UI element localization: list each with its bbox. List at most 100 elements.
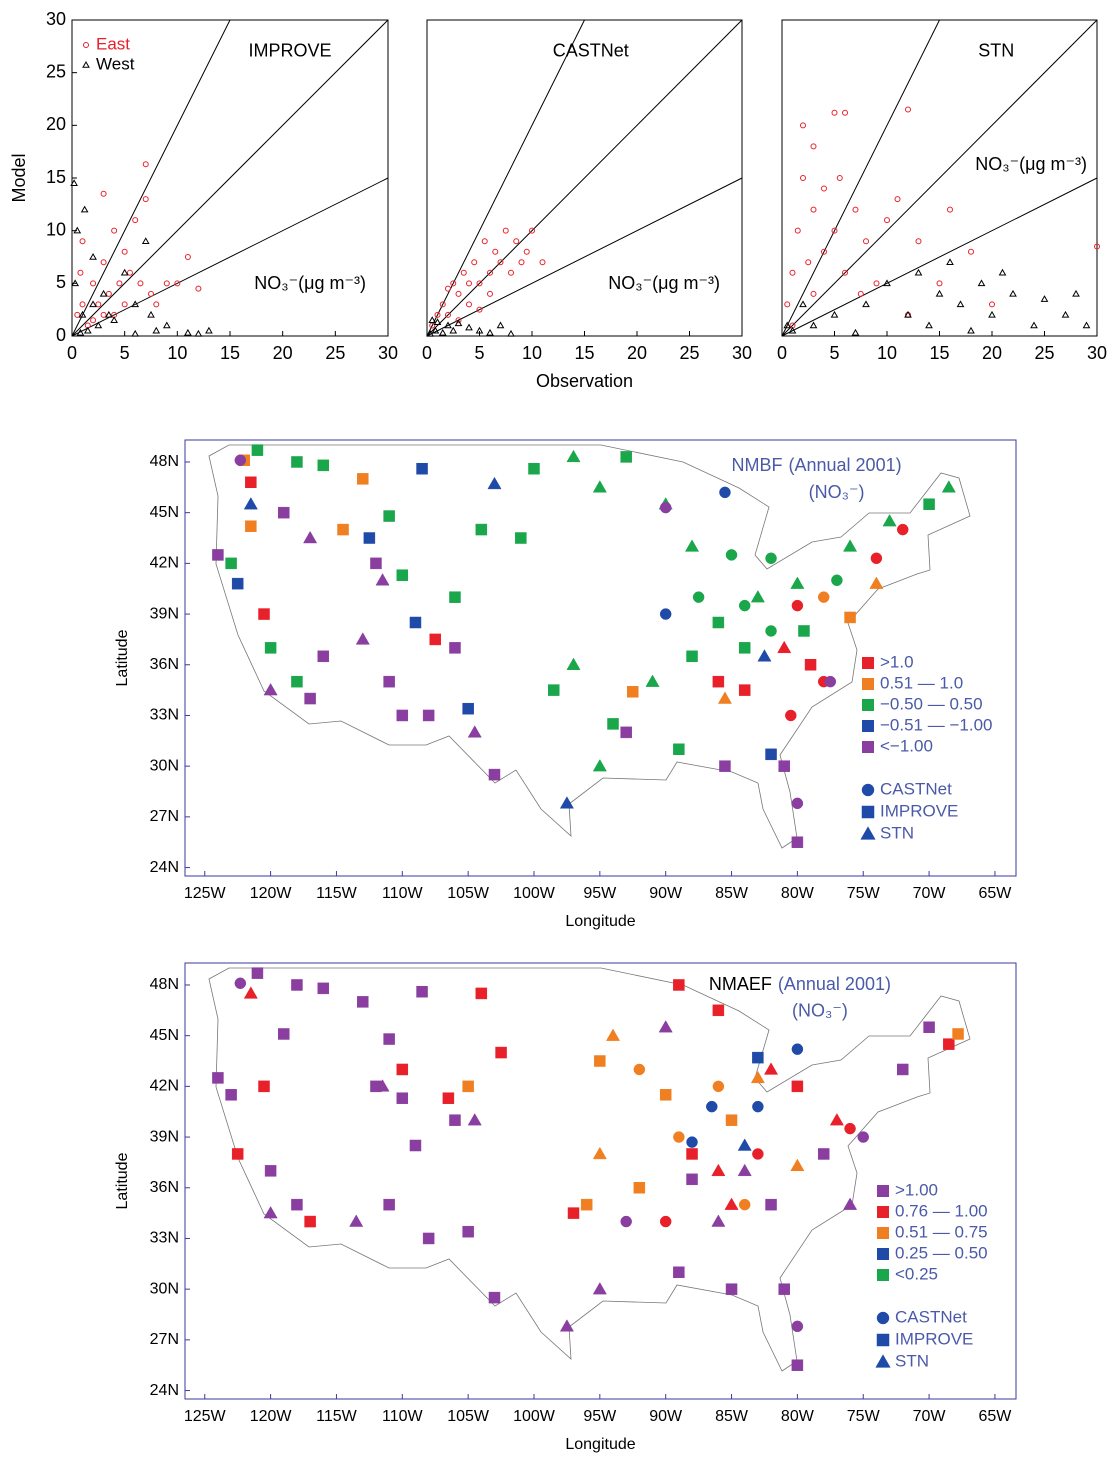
point: [120, 268, 129, 276]
site-marker: [844, 611, 856, 624]
point: [142, 196, 149, 203]
site-marker: [791, 1043, 804, 1055]
site-marker: [765, 625, 777, 637]
point: [439, 301, 446, 308]
point: [76, 328, 85, 336]
point: [988, 310, 996, 318]
x-tick-label: 30: [732, 343, 752, 363]
site-marker: [245, 520, 257, 532]
point: [810, 206, 817, 213]
site-marker: [370, 557, 382, 570]
site-marker: [251, 444, 264, 456]
y-tick-label: 42N: [150, 1078, 179, 1095]
y-tick-label: 30: [46, 9, 66, 29]
x-tick-label: 80W: [781, 1408, 815, 1425]
site-marker: [831, 574, 843, 587]
point: [466, 301, 472, 308]
site-marker: [263, 1206, 278, 1219]
map-outline: [208, 444, 971, 849]
legend-label: IMPROVE: [895, 1329, 973, 1348]
site-marker: [225, 1089, 237, 1101]
point: [914, 268, 923, 276]
point: [89, 300, 97, 308]
point: [810, 290, 817, 297]
point: [83, 326, 92, 334]
site-marker: [712, 1004, 725, 1017]
legend-swatch: [862, 678, 874, 690]
site-marker: [212, 549, 224, 561]
point: [977, 279, 986, 287]
site-marker: [396, 709, 409, 722]
x-tick-label: 100W: [513, 885, 556, 902]
x-tick-label: 0: [67, 343, 77, 363]
site-marker: [449, 642, 461, 654]
site-marker: [258, 608, 270, 620]
site-marker: [475, 987, 488, 1000]
site-marker: [943, 1038, 955, 1050]
site-marker: [462, 702, 474, 715]
legend-label: 0.51 — 1.0: [880, 673, 963, 692]
point: [1061, 310, 1070, 318]
site-marker: [528, 462, 540, 475]
point: [821, 185, 827, 192]
point: [71, 279, 80, 287]
site-marker: [291, 675, 303, 688]
site-marker: [396, 1092, 409, 1104]
point: [863, 238, 869, 245]
reference-line: [71, 19, 389, 337]
point: [450, 280, 457, 287]
site-marker: [686, 650, 698, 663]
x-tick-label: 95W: [583, 1408, 617, 1425]
legend-label: 0.76 — 1.00: [895, 1201, 988, 1220]
x-tick-label: 25: [679, 343, 699, 363]
site-marker: [724, 1197, 739, 1210]
point: [475, 326, 484, 334]
point: [121, 301, 128, 308]
x-tick-label: 65W: [978, 885, 1012, 902]
point: [830, 310, 839, 318]
site-marker: [349, 1214, 364, 1227]
y-tick-label: 45N: [150, 1027, 179, 1044]
y-tick-label: 33N: [150, 707, 179, 724]
site-marker: [488, 1291, 501, 1304]
site-marker: [711, 1214, 726, 1227]
point: [455, 290, 462, 297]
y-tick-label: 33N: [150, 1230, 179, 1247]
legend-swatch: [862, 699, 874, 711]
point: [100, 311, 107, 318]
site-marker: [725, 549, 738, 561]
point: [132, 217, 139, 224]
site-marker: [791, 1359, 804, 1371]
site-marker: [234, 977, 247, 990]
x-tick-label: 0: [422, 343, 432, 363]
x-tick-label: 95W: [583, 885, 617, 902]
site-marker: [738, 684, 751, 696]
site-marker: [467, 1113, 482, 1126]
site-marker: [790, 576, 805, 589]
plot-frame: [184, 962, 1017, 1400]
legend-label: >1.0: [880, 652, 914, 671]
point: [851, 328, 860, 336]
site-marker: [684, 539, 700, 552]
x-tick-label: 15: [574, 343, 594, 363]
site-marker: [791, 1320, 804, 1333]
y-tick-label: 39N: [150, 1128, 179, 1145]
point: [836, 175, 843, 181]
site-marker: [785, 709, 797, 722]
site-marker: [752, 1051, 764, 1064]
site-marker: [488, 768, 501, 781]
point: [131, 300, 140, 308]
y-tick-label: 45N: [150, 504, 179, 521]
y-tick-label: 5: [56, 272, 66, 292]
panel-title: STN: [978, 40, 1014, 60]
annotation: NO₃⁻(μg m⁻³): [975, 154, 1087, 174]
site-marker: [355, 632, 370, 645]
point: [438, 328, 447, 336]
point: [947, 206, 953, 213]
point: [105, 290, 112, 297]
point: [79, 301, 86, 308]
x-tick-label: 90W: [649, 1408, 683, 1425]
point: [805, 259, 812, 266]
point: [426, 329, 435, 337]
legend-label: STN: [880, 823, 914, 842]
